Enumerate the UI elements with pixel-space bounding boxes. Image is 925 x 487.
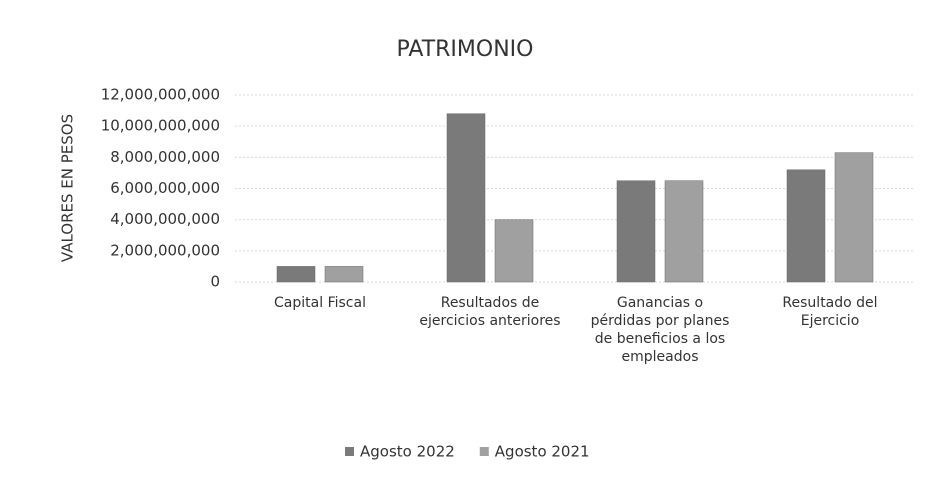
legend-label: Agosto 2022 — [360, 443, 455, 461]
y-tick-label: 8,000,000,000 — [110, 148, 220, 166]
legend-swatch — [345, 447, 354, 456]
bar — [494, 219, 534, 283]
bar — [324, 266, 364, 283]
x-tick-label: Resultado del Ejercicio — [782, 295, 878, 329]
y-tick-label: 0 — [210, 273, 220, 291]
x-tick-label: Resultados de ejercicios anteriores — [419, 295, 561, 329]
bar — [834, 152, 874, 283]
x-tick-label-box: Capital Fiscal — [274, 295, 366, 311]
legend-label: Agosto 2021 — [495, 443, 590, 461]
chart-title: PATRIMONIO — [397, 37, 534, 62]
y-tick-label: 12,000,000,000 — [101, 86, 220, 104]
bar — [786, 169, 826, 283]
x-tick-label-box: Ganancias o pérdidas por planes de benef… — [590, 295, 730, 365]
x-tick-label: Capital Fiscal — [274, 295, 366, 311]
x-tick-label: Ganancias o pérdidas por planes de benef… — [590, 295, 730, 365]
bar — [616, 180, 656, 283]
legend-swatch — [479, 447, 489, 456]
bar — [664, 180, 704, 283]
y-axis-label: VALORES EN PESOS — [59, 114, 77, 262]
bar — [276, 266, 316, 283]
y-tick-label: 2,000,000,000 — [110, 241, 220, 259]
y-tick-label: 10,000,000,000 — [101, 117, 220, 135]
y-tick-label: 4,000,000,000 — [110, 210, 220, 228]
x-tick-label-box: Resultado del Ejercicio — [782, 295, 878, 329]
x-tick-label-box: Resultados de ejercicios anteriores — [419, 295, 561, 329]
y-tick-label: 6,000,000,000 — [110, 179, 220, 197]
bar — [446, 113, 486, 283]
